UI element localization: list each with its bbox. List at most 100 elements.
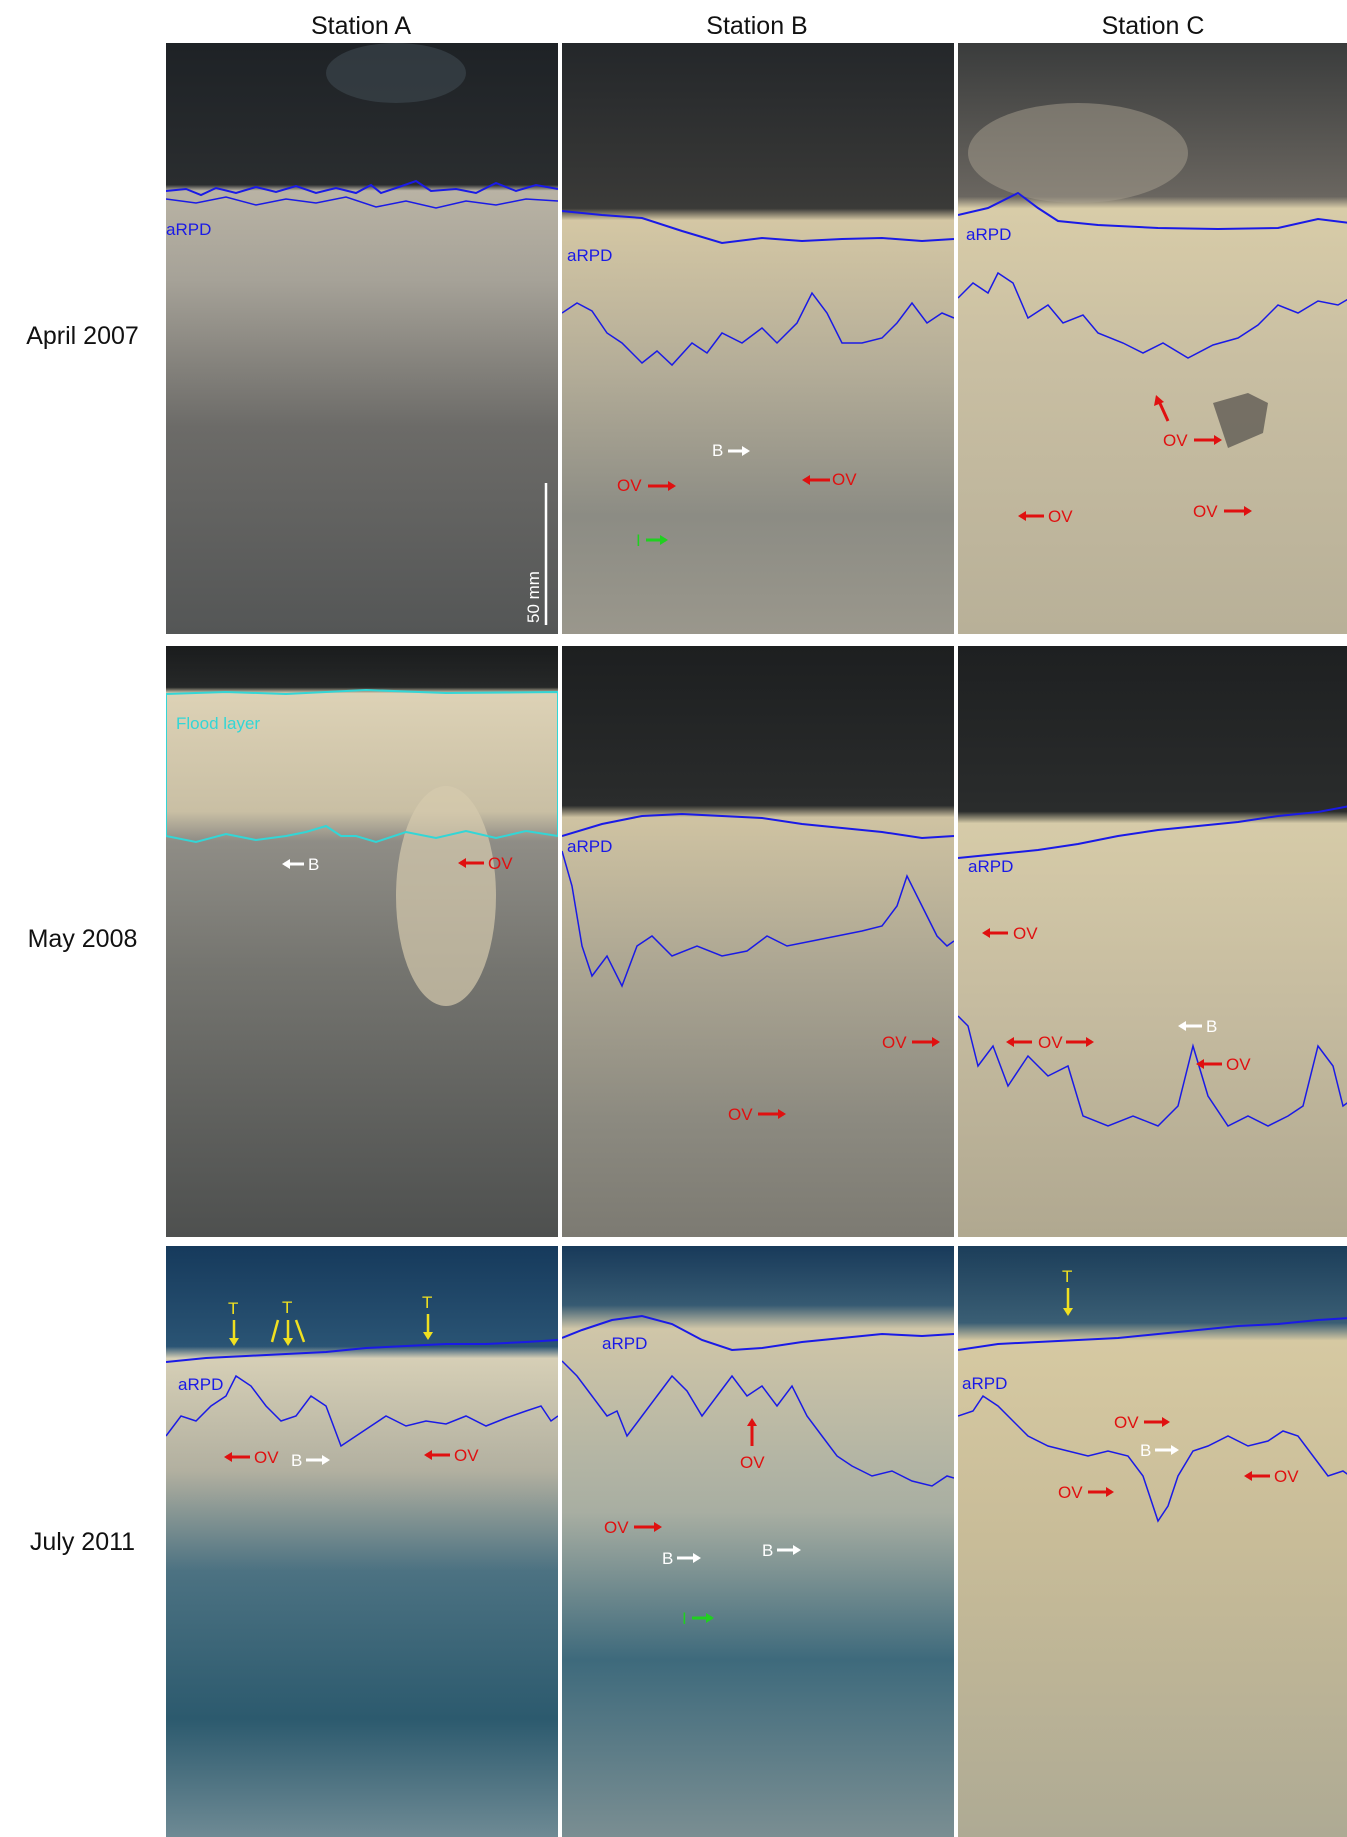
sediment-profile-image: aRPD OV OV B OV	[958, 646, 1347, 1237]
t-arrow-1: T	[228, 1299, 239, 1346]
ov-arrow-left: OV	[604, 1518, 662, 1537]
photo-panel-station-c-may-2008: aRPD OV OV B OV	[958, 646, 1347, 1237]
ov-arrow-lower-left: OV	[1018, 507, 1073, 526]
svg-text:OV: OV	[488, 854, 513, 873]
sediment-profile-image: aRPD OV OV B I	[562, 43, 954, 634]
ov-arrow-upper: OV	[1114, 1413, 1170, 1432]
b-arrow: B	[712, 441, 750, 460]
svg-text:OV: OV	[1038, 1033, 1063, 1052]
arpd-label: aRPD	[962, 1374, 1007, 1393]
sediment-profile-image: Flood layer B OV	[166, 646, 558, 1237]
t-arrow-2: T	[270, 1298, 306, 1346]
ov-arrow-mid: OV	[1163, 431, 1222, 450]
svg-text:B: B	[308, 855, 319, 874]
b-arrow: B	[282, 855, 319, 874]
photo-panel-station-b-april-2007: aRPD OV OV B I	[562, 43, 954, 634]
arpd-boundary-line	[958, 805, 1347, 859]
i-arrow: I	[682, 1609, 714, 1628]
arpd-label: aRPD	[968, 857, 1013, 876]
photo-panel-station-c-july-2011: aRPD T OV B OV OV	[958, 1246, 1347, 1837]
svg-text:OV: OV	[1163, 431, 1188, 450]
arpd-boundary-line	[958, 191, 1347, 231]
svg-text:OV: OV	[832, 470, 857, 489]
svg-text:OV: OV	[882, 1033, 907, 1052]
arpd-label: aRPD	[166, 220, 211, 239]
svg-text:OV: OV	[254, 1448, 279, 1467]
svg-text:OV: OV	[728, 1105, 753, 1124]
i-arrow: I	[636, 531, 668, 550]
scale-bar-label: 50 mm	[524, 571, 543, 623]
sediment-profile-image: aRPD T OV B OV OV	[958, 1246, 1347, 1837]
b-arrow-left: B	[662, 1549, 701, 1568]
svg-text:OV: OV	[604, 1518, 629, 1537]
sediment-profile-image: aRPD OV OV OV	[958, 43, 1347, 634]
arpd-label: aRPD	[567, 246, 612, 265]
ov-arrow-left: OV	[224, 1448, 279, 1467]
svg-text:OV: OV	[1048, 507, 1073, 526]
ov-arrow-right: OV	[424, 1446, 479, 1465]
arpd-label: aRPD	[178, 1375, 223, 1394]
ov-arrow-right: OV	[802, 470, 857, 489]
sediment-profile-image: aRPD T T T OV B	[166, 1246, 558, 1837]
ov-arrow-lower: OV	[728, 1105, 786, 1124]
t-arrow-3: T	[422, 1293, 433, 1340]
ov-arrow-upward	[1154, 395, 1170, 422]
photo-panel-station-c-april-2007: aRPD OV OV OV	[958, 43, 1347, 634]
sediment-profile-image: aRPD 50 mm	[166, 43, 558, 634]
photo-panel-station-b-may-2008: aRPD OV OV	[562, 646, 954, 1237]
flood-layer-outline	[166, 688, 558, 844]
svg-text:B: B	[762, 1541, 773, 1560]
sediment-profile-image: aRPD OV OV	[562, 646, 954, 1237]
arpd-boundary-line	[562, 812, 954, 840]
svg-text:OV: OV	[617, 476, 642, 495]
svg-text:B: B	[1140, 1441, 1151, 1460]
photo-panel-station-a-may-2008: Flood layer B OV	[166, 646, 558, 1237]
svg-text:T: T	[228, 1299, 238, 1318]
svg-text:OV: OV	[1058, 1483, 1083, 1502]
ov-arrow-left: OV	[617, 476, 676, 495]
svg-text:B: B	[662, 1549, 673, 1568]
flood-layer-label: Flood layer	[176, 714, 260, 733]
arpd-boundary-line	[562, 1314, 954, 1352]
row-header-july-2011: July 2011	[29, 1528, 136, 1556]
column-header-station-a: Station A	[310, 12, 412, 40]
svg-text:OV: OV	[1114, 1413, 1139, 1432]
photo-panel-station-b-july-2011: aRPD OV OV B B I	[562, 1246, 954, 1837]
ov-arrow-right: OV	[882, 1033, 940, 1052]
ov-arrow-lower-right: OV	[1193, 502, 1252, 521]
svg-text:OV: OV	[740, 1453, 765, 1472]
svg-text:OV: OV	[1013, 924, 1038, 943]
ov-arrow-right: OV	[1244, 1467, 1299, 1486]
arpd-boundary-line	[958, 1317, 1347, 1351]
svg-text:OV: OV	[1193, 502, 1218, 521]
svg-text:T: T	[282, 1298, 292, 1317]
ov-arrow-middle: OV	[1006, 1033, 1094, 1052]
svg-text:T: T	[1062, 1267, 1072, 1286]
svg-text:B: B	[712, 441, 723, 460]
b-arrow: B	[1178, 1017, 1217, 1036]
arpd-label: aRPD	[966, 225, 1011, 244]
photo-panel-station-a-july-2011: aRPD T T T OV B	[166, 1246, 558, 1837]
ov-arrow-right: OV	[1196, 1055, 1251, 1074]
svg-text:T: T	[422, 1293, 432, 1312]
row-header-may-2008: May 2008	[27, 925, 138, 953]
arpd-label: aRPD	[567, 837, 612, 856]
ov-arrow: OV	[458, 854, 513, 873]
b-arrow: B	[291, 1451, 330, 1470]
ov-arrow-upper: OV	[982, 924, 1038, 943]
svg-text:OV: OV	[1226, 1055, 1251, 1074]
arpd-label: aRPD	[602, 1334, 647, 1353]
b-arrow: B	[1140, 1441, 1179, 1460]
svg-text:I: I	[682, 1609, 687, 1628]
arpd-boundary-line	[166, 1339, 558, 1363]
arpd-boundary-line	[166, 179, 558, 197]
column-header-station-b: Station B	[706, 12, 808, 40]
b-arrow-right: B	[762, 1541, 801, 1560]
svg-text:I: I	[636, 531, 641, 550]
row-header-april-2007: April 2007	[26, 322, 139, 350]
svg-text:OV: OV	[454, 1446, 479, 1465]
arpd-boundary-line	[562, 210, 954, 245]
ov-arrow-lower: OV	[1058, 1483, 1114, 1502]
svg-text:OV: OV	[1274, 1467, 1299, 1486]
photo-panel-station-a-april-2007: aRPD 50 mm	[166, 43, 558, 634]
